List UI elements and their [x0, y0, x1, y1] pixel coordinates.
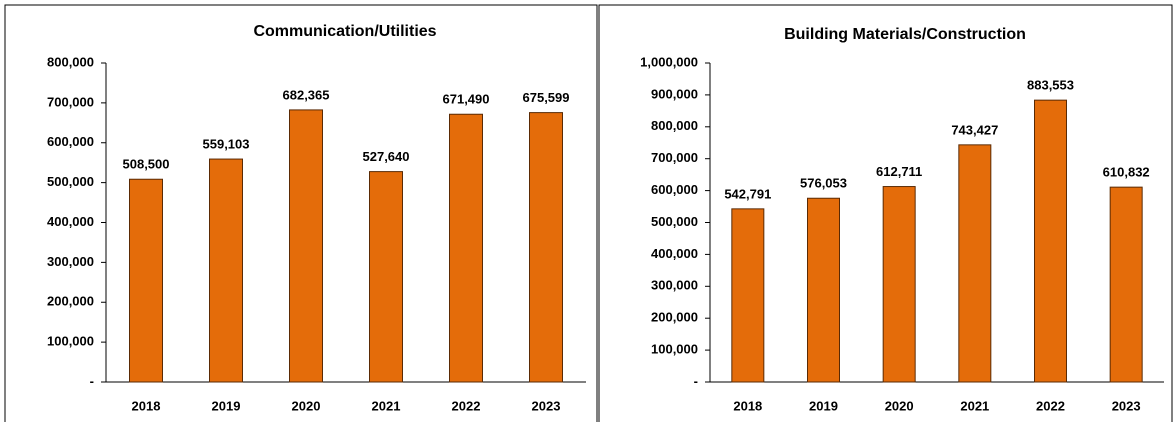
bar [958, 144, 992, 383]
x-tick-label: 2019 [809, 398, 838, 413]
bar [449, 113, 483, 383]
x-tick-label: 2018 [132, 398, 161, 413]
bar-value-label: 682,365 [283, 87, 330, 102]
y-tick-label: 200,000 [651, 310, 698, 325]
x-tick-label: 2020 [885, 398, 914, 413]
bar [882, 186, 916, 383]
bar [1034, 99, 1067, 383]
y-tick-label: 100,000 [651, 342, 698, 357]
y-tick-label: - [694, 373, 698, 388]
bar [1109, 186, 1143, 383]
x-tick-label: 2022 [452, 398, 481, 413]
bar-value-label: 508,500 [123, 157, 170, 172]
right-panel-border [598, 4, 1173, 422]
bar [529, 112, 563, 383]
bar [807, 197, 840, 383]
chart-title: Communication/Utilities [253, 23, 436, 40]
y-tick-label: - [90, 373, 94, 388]
y-tick-label: 300,000 [651, 278, 698, 293]
x-tick-label: 2018 [733, 398, 762, 413]
bar-value-label: 610,832 [1103, 165, 1150, 180]
x-tick-label: 2023 [1112, 398, 1141, 413]
x-tick-label: 2021 [372, 398, 401, 413]
y-tick-label: 500,000 [651, 214, 698, 229]
y-tick-label: 800,000 [651, 118, 698, 133]
bar [369, 171, 403, 383]
y-tick-label: 700,000 [651, 150, 698, 165]
bar [209, 158, 243, 383]
y-tick-label: 800,000 [47, 54, 94, 69]
y-tick-label: 700,000 [47, 94, 94, 109]
y-tick-label: 300,000 [47, 254, 94, 269]
bar [731, 208, 765, 383]
y-tick-label: 400,000 [651, 246, 698, 261]
y-tick-label: 500,000 [47, 174, 94, 189]
bar-value-label: 527,640 [363, 149, 410, 164]
bar-value-label: 675,599 [523, 90, 570, 105]
bar-value-label: 883,553 [1027, 78, 1074, 93]
bar-value-label: 671,490 [443, 92, 490, 107]
y-tick-label: 400,000 [47, 214, 94, 229]
bar [289, 109, 323, 383]
bar [129, 178, 163, 383]
y-tick-label: 200,000 [47, 294, 94, 309]
x-tick-label: 2019 [212, 398, 241, 413]
x-tick-label: 2020 [292, 398, 321, 413]
bar-value-label: 542,791 [724, 186, 771, 201]
y-tick-label: 600,000 [651, 182, 698, 197]
x-tick-label: 2022 [1036, 398, 1065, 413]
y-tick-label: 900,000 [651, 86, 698, 101]
left-panel-border [4, 4, 598, 422]
x-tick-label: 2021 [960, 398, 989, 413]
x-tick-label: 2023 [532, 398, 561, 413]
y-tick-label: 100,000 [47, 334, 94, 349]
y-tick-label: 1,000,000 [640, 54, 698, 69]
bar-value-label: 743,427 [951, 122, 998, 137]
bar-value-label: 576,053 [800, 176, 847, 191]
y-tick-label: 600,000 [47, 134, 94, 149]
bar-value-label: 612,711 [876, 164, 922, 179]
chart-title: Building Materials/Construction [784, 26, 1026, 43]
bar-value-label: 559,103 [203, 136, 250, 151]
